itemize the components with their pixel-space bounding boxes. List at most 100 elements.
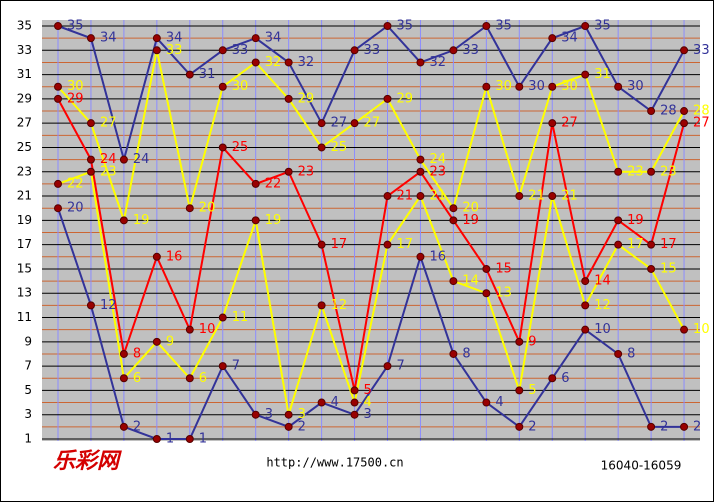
point [383, 94, 392, 103]
point [449, 216, 458, 225]
series-line [57, 50, 685, 225]
value-label: 35 [67, 19, 84, 34]
point [581, 301, 590, 310]
value-label: 20 [67, 201, 84, 216]
value-label: 4 [495, 395, 503, 410]
series-line [57, 98, 686, 391]
point [350, 398, 359, 407]
value-label: 25 [331, 140, 348, 155]
point [515, 386, 524, 395]
point [185, 204, 194, 213]
point [449, 204, 458, 213]
point [119, 349, 128, 358]
point [548, 34, 557, 43]
point [449, 349, 458, 358]
point [251, 179, 260, 188]
point [548, 119, 557, 128]
value-label: 23 [660, 164, 677, 179]
value-label: 2 [660, 419, 668, 434]
value-label: 14 [462, 274, 479, 289]
value-label: 30 [67, 79, 84, 94]
value-label: 10 [693, 322, 710, 337]
value-label: 28 [693, 104, 710, 119]
point [515, 422, 524, 431]
value-label: 19 [265, 213, 282, 228]
value-label: 29 [298, 91, 315, 106]
point [86, 34, 95, 43]
point [54, 82, 62, 91]
point [152, 252, 161, 261]
value-label: 9 [528, 334, 536, 349]
point [515, 82, 524, 91]
value-label: 12 [100, 298, 117, 313]
point [119, 422, 128, 431]
value-label: 30 [495, 79, 512, 94]
value-label: 34 [166, 31, 183, 46]
value-label: 1 [166, 432, 174, 447]
value-label: 21 [561, 189, 578, 204]
point [383, 240, 392, 249]
point [581, 325, 590, 334]
value-label: 27 [561, 116, 578, 131]
value-label: 17 [397, 237, 414, 252]
point [614, 167, 623, 176]
y-tick-label: 33 [17, 43, 32, 57]
point [218, 46, 227, 55]
value-label: 27 [364, 116, 381, 131]
point [54, 22, 62, 30]
value-label: 15 [495, 261, 512, 276]
value-label: 3 [364, 407, 372, 422]
point [350, 46, 359, 55]
value-label: 19 [627, 213, 644, 228]
y-tick-label: 29 [17, 91, 32, 105]
value-label: 6 [199, 371, 207, 386]
y-tick-label: 31 [17, 67, 32, 81]
value-label: 11 [232, 310, 249, 325]
point [152, 34, 161, 43]
value-label: 24 [429, 152, 446, 167]
point [317, 143, 326, 152]
point [317, 398, 326, 407]
value-label: 6 [561, 371, 569, 386]
point [416, 192, 425, 201]
y-tick-label: 23 [17, 164, 32, 178]
point [680, 107, 689, 116]
point [548, 374, 557, 383]
value-label: 34 [100, 31, 117, 46]
y-tick-label: 27 [17, 116, 32, 130]
value-label: 2 [693, 419, 701, 434]
point [647, 264, 656, 273]
point [152, 435, 161, 443]
point [482, 264, 491, 273]
point [350, 119, 359, 128]
value-label: 16 [429, 249, 446, 264]
value-label: 6 [133, 371, 141, 386]
point [119, 374, 128, 383]
value-label: 33 [462, 43, 479, 58]
point [54, 94, 62, 103]
value-label: 9 [166, 334, 174, 349]
point [680, 325, 689, 334]
value-label: 5 [364, 383, 372, 398]
point [680, 46, 689, 55]
value-label: 33 [693, 43, 710, 58]
value-label: 20 [199, 201, 216, 216]
point [581, 70, 590, 79]
value-label: 21 [528, 189, 545, 204]
y-tick-label: 13 [17, 286, 32, 300]
point [54, 179, 62, 188]
point [581, 22, 590, 30]
value-label: 29 [397, 91, 414, 106]
value-label: 10 [594, 322, 611, 337]
series-line [57, 207, 685, 440]
value-label: 32 [429, 55, 446, 70]
value-label: 32 [265, 55, 282, 70]
value-label: 35 [495, 19, 512, 34]
point [251, 410, 260, 419]
point [515, 192, 524, 201]
point [317, 119, 326, 128]
point [218, 82, 227, 91]
value-label: 1 [199, 432, 207, 447]
y-tick-label: 9 [24, 334, 32, 348]
